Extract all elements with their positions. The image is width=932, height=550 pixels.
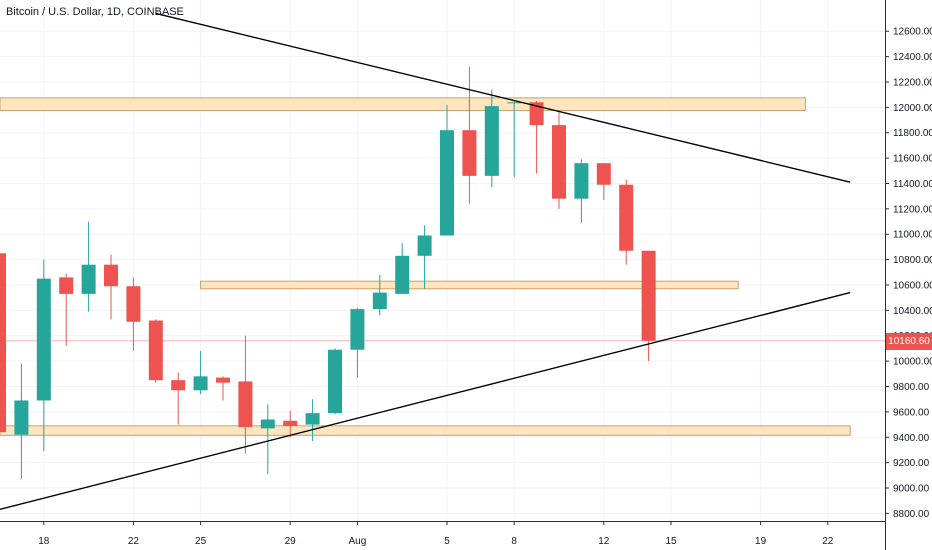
candle-body bbox=[171, 380, 186, 391]
candle-body bbox=[596, 163, 611, 185]
candle-body bbox=[641, 250, 656, 341]
x-tick-label: 22 bbox=[128, 536, 140, 547]
x-tick-label: 29 bbox=[285, 536, 297, 547]
last-price-label: 10160.60 bbox=[886, 333, 932, 350]
candle-body bbox=[552, 125, 566, 199]
time-axis bbox=[0, 521, 885, 550]
y-tick-label: 8800.00 bbox=[893, 509, 930, 520]
candle-body bbox=[417, 235, 432, 256]
y-tick-label: 9400.00 bbox=[893, 433, 930, 444]
y-tick-label: 12000.00 bbox=[893, 103, 932, 114]
x-tick-label: 18 bbox=[38, 536, 50, 547]
x-tick-label: 5 bbox=[444, 536, 450, 547]
y-tick-label: 11600.00 bbox=[893, 154, 932, 165]
candle-body bbox=[216, 377, 230, 383]
x-tick-label: Aug bbox=[349, 536, 367, 547]
candle-body bbox=[619, 184, 634, 251]
y-tick-label: 9800.00 bbox=[893, 382, 930, 393]
x-tick-label: 12 bbox=[598, 536, 610, 547]
price-axis bbox=[885, 0, 932, 550]
candle-body bbox=[81, 264, 96, 294]
candle-body bbox=[462, 130, 477, 176]
y-tick-label: 11000.00 bbox=[893, 230, 932, 241]
y-tick-label: 12200.00 bbox=[893, 77, 932, 88]
candle-body bbox=[507, 102, 522, 104]
candle-body bbox=[126, 286, 141, 322]
candle-body bbox=[328, 349, 342, 414]
y-tick-label: 9000.00 bbox=[893, 484, 930, 495]
candle-body bbox=[372, 292, 387, 310]
candle-body bbox=[484, 106, 499, 176]
candle-body bbox=[14, 400, 29, 435]
x-tick-label: 25 bbox=[195, 536, 207, 547]
trendline bbox=[0, 291, 851, 511]
candle-body bbox=[36, 278, 51, 401]
x-tick-label: 15 bbox=[665, 536, 677, 547]
candle-body bbox=[395, 255, 410, 294]
y-tick-label: 11800.00 bbox=[893, 128, 932, 139]
x-tick-label: 8 bbox=[511, 536, 517, 547]
y-tick-label: 11400.00 bbox=[893, 179, 932, 190]
y-tick-label: 9600.00 bbox=[893, 407, 930, 418]
candle-body bbox=[59, 277, 74, 294]
x-tick-label: 19 bbox=[755, 536, 767, 547]
chart-title: Bitcoin / U.S. Dollar, 1D, COINBASE bbox=[6, 6, 184, 18]
trendline bbox=[155, 12, 851, 183]
y-tick-label: 11200.00 bbox=[893, 204, 932, 215]
candle-body bbox=[0, 253, 6, 433]
y-tick-label: 10000.00 bbox=[893, 357, 932, 368]
candle-body bbox=[350, 309, 365, 350]
y-tick-label: 10600.00 bbox=[893, 280, 932, 291]
x-tick-label: 22 bbox=[822, 536, 834, 547]
candle-body bbox=[283, 420, 298, 426]
candle-body bbox=[260, 419, 275, 429]
y-tick-label: 10800.00 bbox=[893, 255, 932, 266]
candle-body bbox=[104, 264, 118, 287]
y-tick-label: 9200.00 bbox=[893, 458, 930, 469]
candle-body bbox=[193, 376, 208, 391]
support-resistance-zone bbox=[200, 280, 739, 290]
candle-body bbox=[529, 102, 544, 126]
y-tick-label: 12400.00 bbox=[893, 52, 932, 63]
candle-body bbox=[574, 163, 589, 199]
support-resistance-zone bbox=[0, 425, 851, 436]
candle-body bbox=[238, 381, 253, 428]
y-tick-label: 12600.00 bbox=[893, 27, 932, 38]
candle-body bbox=[305, 413, 320, 425]
support-resistance-zone bbox=[0, 97, 806, 112]
y-tick-label: 10400.00 bbox=[893, 306, 932, 317]
candle-body bbox=[440, 130, 454, 236]
candle-body bbox=[148, 320, 163, 381]
